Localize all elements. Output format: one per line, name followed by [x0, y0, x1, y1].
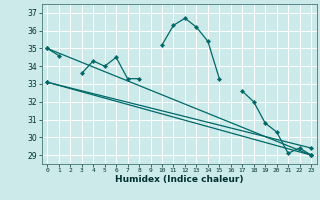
X-axis label: Humidex (Indice chaleur): Humidex (Indice chaleur)	[115, 175, 244, 184]
